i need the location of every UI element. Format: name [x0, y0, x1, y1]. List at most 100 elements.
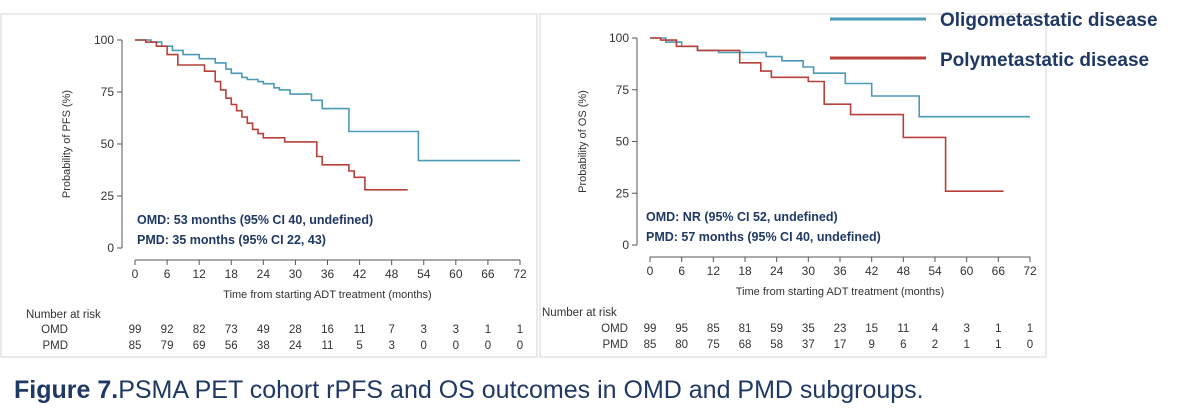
os-y-tick-label: 75 [616, 83, 630, 97]
pfs-risk-value: 5 [356, 340, 362, 352]
os-x-tick-label: 0 [647, 264, 654, 278]
os-y-tick-label: 0 [622, 238, 629, 252]
pfs-risk-value: 11 [322, 340, 334, 352]
pfs-x-tick-label: 6 [164, 267, 171, 281]
figure-caption-text: PSMA PET cohort rPFS and OS outcomes in … [118, 376, 924, 404]
pfs-risk-value: 3 [388, 340, 394, 352]
pfs-risk-value: 69 [193, 340, 206, 352]
pfs-risk-value: 24 [289, 340, 302, 352]
os-x-tick-label: 60 [960, 264, 974, 278]
os-risk-value: 9 [868, 339, 874, 351]
pfs-y-tick-label: 100 [94, 33, 114, 47]
pfs-risk-value: 49 [257, 324, 270, 336]
os-annotation-omd: OMD: NR (95% CI 52, undefined) [646, 210, 838, 224]
pfs-risk-value: 28 [289, 324, 302, 336]
os-x-axis-label: Time from starting ADT treatment (months… [736, 286, 944, 298]
pfs-risk-value: 0 [421, 340, 427, 352]
os-risk-value: 99 [644, 323, 657, 335]
pfs-risk-row-label: PMD [42, 340, 68, 352]
pfs-x-tick-label: 36 [321, 267, 335, 281]
os-risk-value: 0 [1027, 339, 1033, 351]
pfs-risk-value: 1 [485, 324, 491, 336]
os-risk-value: 17 [834, 339, 847, 351]
pfs-risk-value: 11 [354, 324, 366, 336]
pfs-risk-row-label: OMD [41, 324, 68, 336]
pfs-risk-table-title: Number at risk [26, 309, 101, 321]
pfs-x-tick-label: 30 [289, 267, 303, 281]
pfs-risk-value: 56 [225, 340, 238, 352]
pfs-annotation-omd: OMD: 53 months (95% CI 40, undefined) [137, 213, 373, 227]
os-risk-value: 85 [707, 323, 720, 335]
pfs-x-tick-label: 24 [257, 267, 271, 281]
os-panel-frame [539, 13, 1047, 358]
pfs-risk-value: 3 [453, 324, 459, 336]
os-risk-value: 81 [739, 323, 752, 335]
os-risk-value: 3 [963, 323, 969, 335]
pfs-risk-value: 73 [225, 324, 238, 336]
pfs-risk-value: 82 [193, 324, 206, 336]
os-x-tick-label: 24 [770, 264, 784, 278]
os-risk-value: 6 [900, 339, 906, 351]
os-risk-value: 1 [995, 323, 1001, 335]
pfs-x-tick-label: 48 [385, 267, 399, 281]
os-risk-value: 68 [739, 339, 752, 351]
legend: Oligometastatic disease Polymetastatic d… [830, 10, 1158, 71]
pfs-risk-value: 85 [129, 340, 142, 352]
os-risk-value: 15 [865, 323, 878, 335]
os-y-tick-label: 100 [609, 31, 629, 45]
os-x-tick-label: 30 [802, 264, 816, 278]
pfs-series-pmd [135, 39, 408, 191]
os-x-tick-label: 6 [678, 264, 685, 278]
os-risk-table-title: Number at risk [542, 307, 617, 319]
pfs-risk-value: 0 [517, 340, 523, 352]
pfs-x-tick-label: 66 [481, 267, 495, 281]
os-x-tick-label: 66 [992, 264, 1006, 278]
legend-label-omd: Oligometastatic disease [940, 10, 1158, 31]
os-risk-value: 1 [963, 339, 969, 351]
pfs-x-tick-label: 18 [225, 267, 239, 281]
pfs-risk-value: 7 [388, 324, 394, 336]
pfs-series-omd [135, 39, 520, 162]
os-risk-value: 37 [802, 339, 815, 351]
os-risk-value: 2 [932, 339, 938, 351]
pfs-risk-value: 99 [129, 324, 142, 336]
pfs-risk-value: 38 [257, 340, 270, 352]
legend-label-pmd: Polymetastatic disease [940, 50, 1149, 71]
pfs-x-tick-label: 72 [513, 267, 527, 281]
os-x-tick-label: 54 [928, 264, 942, 278]
os-risk-value: 58 [770, 339, 783, 351]
os-x-tick-label: 42 [865, 264, 879, 278]
pfs-x-tick-label: 12 [192, 267, 206, 281]
os-risk-value: 4 [932, 323, 939, 335]
os-risk-row-label: PMD [602, 339, 628, 351]
os-risk-value: 80 [675, 339, 688, 351]
pfs-y-tick-label: 25 [101, 189, 115, 203]
pfs-y-tick-label: 0 [107, 241, 114, 255]
os-risk-value: 75 [707, 339, 720, 351]
os-y-tick-label: 50 [616, 135, 630, 149]
os-x-tick-label: 48 [897, 264, 911, 278]
pfs-risk-value: 79 [161, 340, 174, 352]
pfs-x-tick-label: 0 [132, 267, 139, 281]
pfs-risk-value: 0 [485, 340, 491, 352]
pfs-risk-value: 92 [161, 324, 174, 336]
os-series-pmd [650, 37, 1004, 192]
pfs-risk-value: 16 [321, 324, 334, 336]
os-risk-value: 23 [834, 323, 847, 335]
os-x-tick-label: 12 [707, 264, 721, 278]
os-risk-value: 59 [770, 323, 783, 335]
pfs-risk-value: 3 [421, 324, 427, 336]
os-risk-value: 35 [802, 323, 815, 335]
os-x-tick-label: 36 [833, 264, 847, 278]
os-risk-value: 95 [675, 323, 688, 335]
pfs-x-tick-label: 42 [353, 267, 367, 281]
os-risk-value: 85 [644, 339, 657, 351]
pfs-y-tick-label: 75 [101, 85, 115, 99]
os-risk-row-label: OMD [601, 323, 628, 335]
pfs-panel-frame [0, 13, 538, 358]
pfs-x-tick-label: 54 [417, 267, 431, 281]
pfs-x-axis-label: Time from starting ADT treatment (months… [223, 289, 431, 301]
os-y-tick-label: 25 [616, 186, 630, 200]
